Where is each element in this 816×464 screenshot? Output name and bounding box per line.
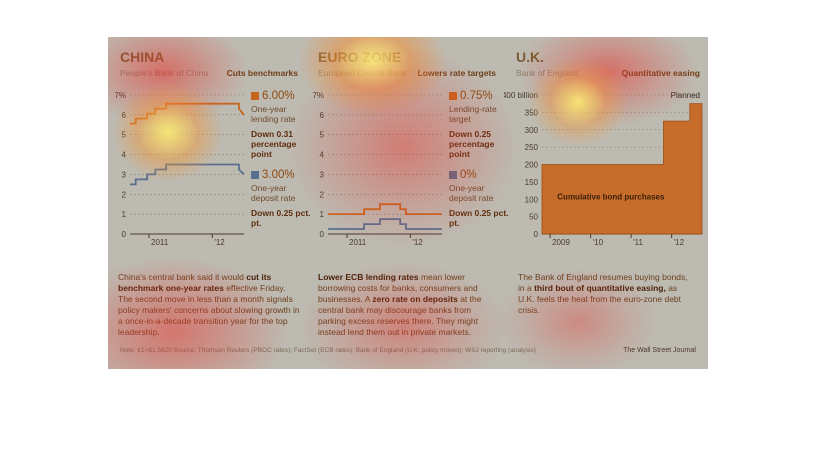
y-tick-label: 100 <box>525 195 539 204</box>
china-lending-value: 6.00% <box>262 90 295 102</box>
china-lending-change: Down 0.31 percentage point <box>251 129 297 159</box>
euro-lending-label: Lending-rate target <box>449 104 497 124</box>
area-label: Cumulative bond purchases <box>557 192 665 201</box>
y-tick-label: 3 <box>320 170 325 179</box>
y-tick-label: 200 <box>525 161 539 170</box>
uk-chart: 0 50 100 150 200 250 300 350 £400 billion 2009 '10… <box>504 91 703 247</box>
china-deposit-label: One-year deposit rate <box>251 183 296 203</box>
euro-lending-change: Down 0.25 percentage point <box>449 129 495 159</box>
y-tick-label: 6 <box>122 111 127 120</box>
y-tick-label: 7% <box>312 91 324 100</box>
y-tick-label: 0 <box>534 230 539 239</box>
blue-swatch-icon <box>251 171 259 179</box>
euro-caption: Lower ECB lending rates mean lower borro… <box>318 272 482 337</box>
uk-panel: U.K. Bank of England Quantitative easing… <box>504 37 708 265</box>
wsj-credit: The Wall Street Journal <box>623 347 696 354</box>
orange-swatch-icon <box>449 92 457 100</box>
china-tag: Cuts benchmarks <box>226 68 298 78</box>
x-tick-label: 2009 <box>552 238 570 247</box>
x-tick-label: '12 <box>214 238 225 247</box>
y-tick-label: 1 <box>122 210 127 219</box>
y-tick-label: 2 <box>122 190 127 199</box>
euro-deposit-change: Down 0.25 pct. pt. <box>449 208 509 228</box>
y-tick-label: 7% <box>114 91 126 100</box>
x-tick-label: 2011 <box>349 238 367 247</box>
y-tick-label: 5 <box>122 131 127 140</box>
blue-swatch-icon <box>449 171 457 179</box>
deposit-rate-line <box>328 218 442 230</box>
y-tick-label: 0 <box>122 230 127 239</box>
bond-purchases-area <box>541 103 703 235</box>
x-tick-label: '10 <box>593 238 604 247</box>
uk-caption: The Bank of England resumes buying bonds… <box>518 272 688 315</box>
china-deposit-value: 3.00% <box>262 169 295 181</box>
euro-deposit-label: One-year deposit rate <box>449 183 494 203</box>
y-tick-label: 300 <box>525 126 539 135</box>
china-deposit-legend: 3.00% One-year deposit rate Down 0.25 pc… <box>251 169 311 228</box>
y-tick-label: 250 <box>525 143 539 152</box>
euro-panel: EURO ZONE European Central Bank Lowers r… <box>306 37 508 265</box>
x-tick-label: '12 <box>412 238 423 247</box>
euro-lending-value: 0.75% <box>460 90 493 102</box>
china-lending-label: One-year lending rate <box>251 104 296 124</box>
euro-tag: Lowers rate targets <box>417 68 496 78</box>
x-tick-label: 2011 <box>151 238 169 247</box>
planned-annotation: Planned <box>671 91 700 100</box>
infographic: CHINA People's Bank of China Cuts benchm… <box>108 37 708 369</box>
x-tick-label: '12 <box>674 238 685 247</box>
y-tick-label: £400 billion <box>504 91 538 100</box>
china-deposit-change: Down 0.25 pct. pt. <box>251 208 311 228</box>
y-tick-label: 6 <box>320 111 325 120</box>
y-tick-label: 4 <box>122 151 127 160</box>
lending-rate-line <box>328 203 442 216</box>
y-tick-label: 4 <box>320 151 325 160</box>
source-footnote: Note: £1=$1.5620 Source: Thomson Reuters… <box>120 347 536 354</box>
orange-swatch-icon <box>251 92 259 100</box>
y-tick-label: 150 <box>525 178 539 187</box>
x-tick-label: '11 <box>633 238 643 247</box>
y-tick-label: 2 <box>320 190 325 199</box>
euro-deposit-value: 0% <box>460 169 477 181</box>
y-tick-label: 0 <box>320 230 325 239</box>
china-panel: CHINA People's Bank of China Cuts benchm… <box>108 37 310 265</box>
y-tick-label: 50 <box>529 213 538 222</box>
china-lending-legend: 6.00% One-year lending rate Down 0.31 pe… <box>251 90 311 159</box>
euro-deposit-legend: 0% One-year deposit rate Down 0.25 pct. … <box>449 169 509 228</box>
china-caption: China's central bank said it would cut i… <box>118 272 300 337</box>
y-tick-label: 350 <box>525 108 539 117</box>
lending-rate-line <box>130 102 245 125</box>
euro-lending-legend: 0.75% Lending-rate target Down 0.25 perc… <box>449 90 509 159</box>
y-tick-label: 5 <box>320 131 325 140</box>
y-tick-label: 1 <box>320 210 325 219</box>
y-tick-label: 3 <box>122 170 127 179</box>
